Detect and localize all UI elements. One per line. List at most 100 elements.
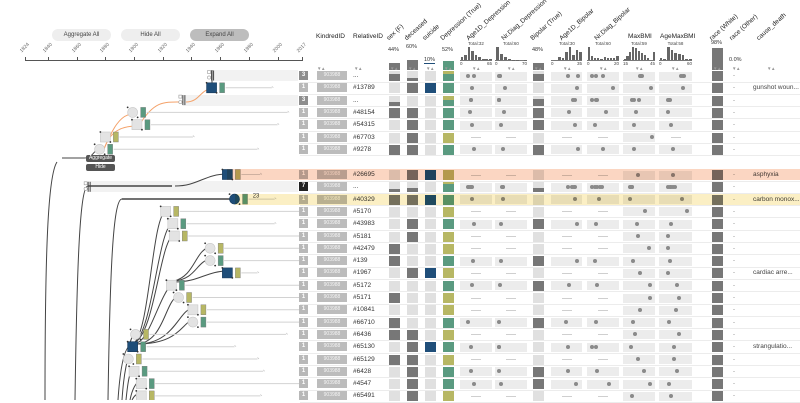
- aggregate-female-icon[interactable]: [179, 101, 182, 104]
- male-node-icon[interactable]: [132, 120, 142, 130]
- lifeline-end[interactable]: [235, 345, 237, 347]
- family-count-badge[interactable]: 1: [299, 83, 308, 92]
- lifeline-end[interactable]: [278, 123, 280, 125]
- depression-indicator[interactable]: [141, 342, 146, 352]
- sort-toggle-icon[interactable]: ▼▲: [599, 66, 607, 71]
- lifeline-end[interactable]: [260, 173, 262, 175]
- node-anchor[interactable]: [204, 242, 206, 244]
- node-anchor[interactable]: [175, 289, 177, 291]
- family-count-badge[interactable]: 1: [299, 268, 308, 277]
- family-count-badge[interactable]: 1: [299, 120, 308, 129]
- node-anchor[interactable]: [187, 316, 189, 318]
- male-node-icon[interactable]: [222, 268, 232, 278]
- depression-indicator[interactable]: [108, 144, 113, 154]
- sort-toggle-icon[interactable]: ▼▲: [635, 66, 643, 71]
- family-count-badge[interactable]: 1: [299, 256, 308, 265]
- node-anchor[interactable]: [99, 131, 101, 133]
- node-anchor[interactable]: [168, 230, 170, 232]
- column-header-age1d-bipolar[interactable]: Age1D_Bipolar: [558, 8, 595, 42]
- depression-indicator[interactable]: [142, 366, 147, 376]
- node-anchor[interactable]: [221, 267, 223, 269]
- depression-indicator[interactable]: [181, 219, 186, 229]
- family-count-badge[interactable]: 1: [299, 293, 308, 302]
- family-count-badge[interactable]: 1: [299, 244, 308, 253]
- family-count-badge[interactable]: 1: [299, 108, 308, 117]
- aggregate-male-icon[interactable]: [179, 95, 182, 98]
- depression-indicator[interactable]: [136, 354, 141, 364]
- male-node-icon[interactable]: [207, 83, 217, 93]
- depression-indicator[interactable]: [235, 268, 240, 278]
- node-anchor[interactable]: [137, 351, 139, 353]
- hide-popup-button[interactable]: Hide: [86, 164, 115, 171]
- male-node-icon[interactable]: [161, 206, 171, 216]
- aggregate-female-icon[interactable]: [207, 76, 210, 79]
- lifeline-end[interactable]: [260, 394, 262, 396]
- depression-indicator[interactable]: [182, 231, 187, 241]
- sort-toggle-icon[interactable]: ▼▲: [767, 66, 775, 71]
- node-anchor[interactable]: [231, 179, 233, 181]
- male-node-icon[interactable]: [129, 366, 139, 376]
- female-node-icon[interactable]: [131, 329, 141, 339]
- node-anchor[interactable]: [165, 279, 167, 281]
- lifeline-end[interactable]: [258, 148, 260, 150]
- column-header-relativeid[interactable]: RelativeID: [353, 33, 383, 40]
- depression-indicator[interactable]: [113, 132, 118, 142]
- column-header-nrdiag-bipolar[interactable]: Nr.Diag_Bipolar: [593, 6, 632, 42]
- node-anchor[interactable]: [109, 141, 111, 143]
- node-anchor[interactable]: [94, 143, 96, 145]
- family-count-badge[interactable]: 1: [299, 391, 308, 400]
- node-anchor[interactable]: [135, 390, 137, 392]
- lifeline-end[interactable]: [263, 370, 265, 372]
- family-count-badge[interactable]: 3: [299, 96, 308, 105]
- node-anchor[interactable]: [122, 353, 124, 355]
- female-node-icon[interactable]: [205, 256, 215, 266]
- aggregate-popup-button[interactable]: Aggregate: [86, 155, 115, 162]
- depression-indicator[interactable]: [179, 280, 184, 290]
- depression-indicator[interactable]: [149, 379, 154, 389]
- node-anchor[interactable]: [135, 378, 137, 380]
- female-node-icon[interactable]: [230, 194, 240, 204]
- family-count-badge[interactable]: 1: [299, 170, 308, 179]
- node-anchor[interactable]: [132, 363, 134, 365]
- lifeline-end[interactable]: [258, 271, 260, 273]
- node-anchor[interactable]: [177, 228, 179, 230]
- male-node-icon[interactable]: [169, 231, 179, 241]
- node-anchor[interactable]: [239, 203, 241, 205]
- node-anchor[interactable]: [216, 92, 218, 94]
- column-header-sex[interactable]: sex (F): [385, 23, 405, 42]
- node-anchor[interactable]: [231, 277, 233, 279]
- node-anchor[interactable]: [173, 292, 175, 294]
- family-count-badge[interactable]: 1: [299, 207, 308, 216]
- node-anchor[interactable]: [167, 218, 169, 220]
- family-count-badge[interactable]: 1: [299, 318, 308, 327]
- node-anchor[interactable]: [130, 329, 132, 331]
- aggregate-female-icon[interactable]: [84, 187, 87, 190]
- node-anchor[interactable]: [141, 129, 143, 131]
- depression-indicator[interactable]: [218, 256, 223, 266]
- node-anchor[interactable]: [131, 119, 133, 121]
- depression-indicator[interactable]: [220, 83, 225, 93]
- male-node-icon[interactable]: [136, 379, 146, 389]
- female-node-icon[interactable]: [128, 107, 138, 117]
- node-anchor[interactable]: [206, 82, 208, 84]
- lifeline-end[interactable]: [258, 358, 260, 360]
- family-count-badge[interactable]: 1: [299, 367, 308, 376]
- lifeline-end[interactable]: [193, 136, 195, 138]
- lifeline-end[interactable]: [288, 111, 290, 113]
- lifeline-end[interactable]: [275, 222, 277, 224]
- family-count-badge[interactable]: 1: [299, 342, 308, 351]
- node-anchor[interactable]: [204, 255, 206, 257]
- aggregate-male-icon[interactable]: [84, 182, 87, 185]
- depression-indicator[interactable]: [201, 305, 206, 315]
- node-anchor[interactable]: [160, 206, 162, 208]
- female-node-icon[interactable]: [205, 243, 215, 253]
- sort-toggle-icon[interactable]: ▼▲: [472, 66, 480, 71]
- sort-toggle-icon[interactable]: ▼▲: [563, 66, 571, 71]
- family-count-badge[interactable]: 1: [299, 232, 308, 241]
- node-anchor[interactable]: [138, 375, 140, 377]
- node-anchor[interactable]: [197, 326, 199, 328]
- lifeline-end[interactable]: [286, 333, 288, 335]
- male-node-icon[interactable]: [168, 219, 178, 229]
- lifeline-end[interactable]: [272, 86, 274, 88]
- male-node-icon[interactable]: [222, 170, 232, 180]
